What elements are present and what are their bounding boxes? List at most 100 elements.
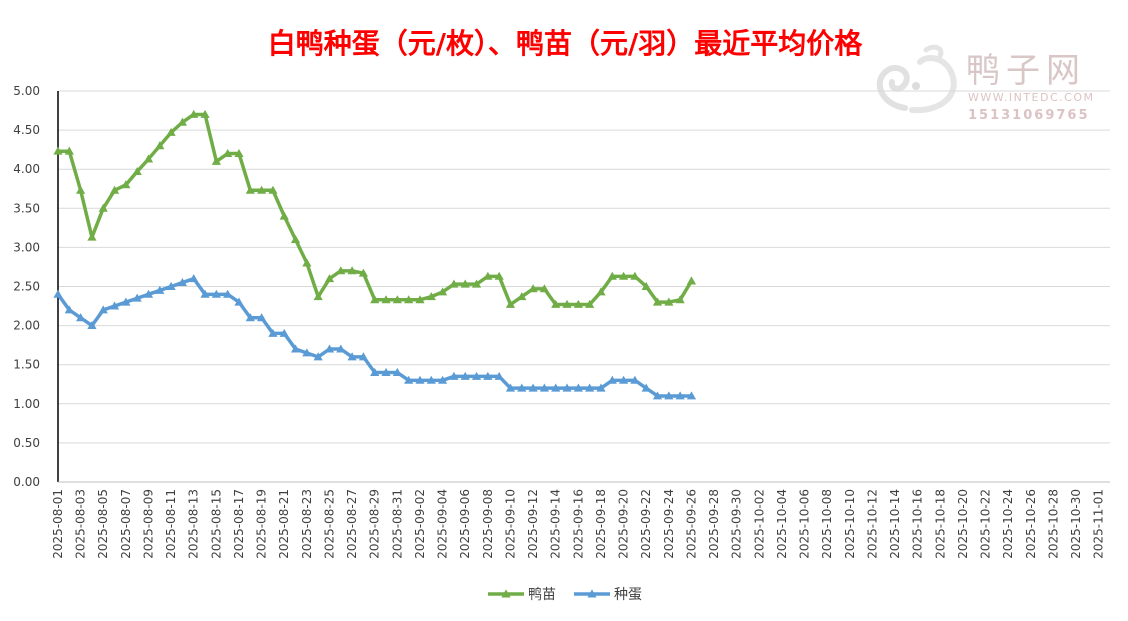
x-tick-label: 2025-08-29	[368, 489, 382, 559]
data-point	[132, 166, 142, 175]
watermark-brand: 鸭子网	[966, 51, 1086, 91]
data-point	[652, 297, 663, 306]
watermark-url: WWW.INTEDC.COM	[968, 91, 1094, 104]
data-point	[494, 371, 504, 380]
x-tick-label: 2025-08-27	[345, 489, 359, 559]
data-point	[143, 289, 154, 298]
x-tick-label: 2025-09-28	[707, 489, 721, 559]
x-tick-label: 2025-09-08	[481, 489, 495, 559]
x-tick-label: 2025-08-07	[119, 489, 133, 559]
x-tick-label: 2025-09-02	[413, 489, 427, 559]
series-duckling	[53, 109, 697, 308]
data-point	[686, 391, 697, 400]
x-tick-label: 2025-10-20	[956, 489, 970, 559]
data-point	[415, 375, 425, 384]
x-tick-label: 2025-08-09	[141, 489, 155, 559]
data-point	[460, 371, 470, 380]
data-point	[483, 271, 493, 280]
x-tick-label: 2025-10-18	[933, 489, 947, 559]
data-point	[109, 185, 120, 194]
data-point	[573, 299, 583, 308]
x-tick-label: 2025-10-08	[820, 489, 834, 559]
y-tick-label: 4.00	[13, 162, 40, 176]
x-tick-label: 2025-10-16	[911, 489, 925, 559]
data-point	[517, 292, 527, 301]
data-point	[189, 274, 199, 283]
data-point	[664, 391, 674, 400]
data-point	[585, 383, 595, 392]
data-point	[630, 375, 640, 384]
data-point	[143, 154, 154, 163]
data-point	[313, 352, 323, 361]
data-point	[336, 344, 346, 353]
x-tick-label: 2025-10-28	[1046, 489, 1060, 559]
x-tick-label: 2025-09-22	[639, 489, 653, 559]
x-tick-label: 2025-09-04	[436, 489, 450, 559]
y-tick-label: 1.00	[13, 397, 40, 411]
data-point	[98, 305, 108, 314]
series-line	[58, 112, 693, 307]
data-point	[505, 383, 516, 392]
data-point	[200, 289, 210, 298]
data-point	[415, 295, 425, 304]
legend-marker	[501, 589, 511, 598]
x-tick-label: 2025-09-30	[730, 489, 744, 559]
y-tick-label: 2.50	[13, 280, 40, 294]
data-point	[573, 383, 583, 392]
data-point	[87, 321, 97, 330]
legend-label: 种蛋	[614, 587, 642, 603]
x-tick-label: 2025-09-12	[526, 489, 540, 559]
data-point	[177, 117, 188, 126]
data-point	[132, 293, 142, 302]
data-point	[234, 148, 244, 158]
x-tick-label: 2025-09-18	[594, 489, 608, 559]
data-point	[370, 367, 380, 376]
data-point	[539, 284, 550, 293]
data-point	[324, 274, 335, 283]
data-point	[641, 281, 651, 290]
data-point	[664, 297, 674, 306]
x-tick-label: 2025-10-12	[865, 489, 879, 559]
data-point	[494, 271, 504, 280]
data-point	[268, 185, 278, 194]
chart-title: 白鸭种蛋（元/枚）、鸭苗（元/羽）最近平均价格	[268, 27, 863, 60]
data-point	[347, 266, 357, 275]
data-point	[585, 299, 595, 308]
data-point	[686, 276, 697, 285]
x-tick-label: 2025-10-22	[979, 489, 993, 559]
data-point	[302, 258, 312, 267]
data-point	[313, 292, 323, 301]
data-point	[279, 211, 289, 220]
x-tick-label: 2025-08-01	[51, 489, 65, 559]
data-point	[483, 371, 493, 380]
data-point	[64, 305, 74, 314]
x-tick-label: 2025-09-06	[458, 489, 472, 559]
data-point	[211, 156, 221, 165]
data-point	[53, 146, 63, 155]
data-point	[76, 185, 86, 194]
data-point	[358, 352, 369, 361]
data-point	[675, 391, 685, 400]
x-tick-label: 2025-09-16	[571, 489, 585, 559]
data-point	[76, 313, 86, 322]
data-point	[64, 146, 74, 155]
data-point	[630, 271, 640, 280]
data-point	[200, 109, 210, 118]
series-hatching-egg	[53, 274, 697, 400]
data-point	[528, 383, 538, 392]
data-point	[121, 297, 131, 306]
data-point	[155, 285, 165, 294]
data-point	[392, 367, 402, 376]
data-point	[596, 287, 606, 296]
data-point	[596, 383, 606, 392]
data-point	[166, 281, 176, 290]
data-point	[155, 141, 165, 150]
y-tick-label: 0.50	[13, 436, 40, 450]
data-point	[528, 284, 538, 293]
data-point	[381, 367, 391, 376]
data-point	[607, 375, 617, 384]
data-point	[223, 289, 233, 298]
data-point	[245, 185, 255, 194]
data-point	[358, 268, 369, 277]
y-axis-labels: 0.00 0.50 1.00 1.50 2.00 2.50 3.00 3.50 4.00 4.50…	[13, 84, 40, 489]
